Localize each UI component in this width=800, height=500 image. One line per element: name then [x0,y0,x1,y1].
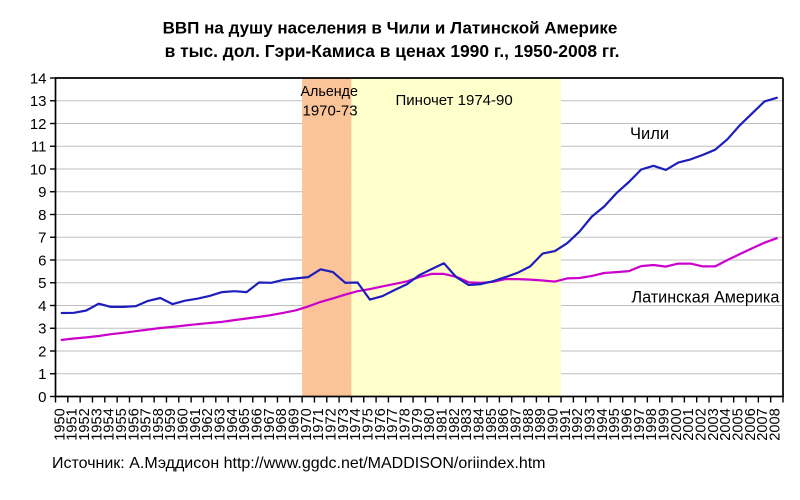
svg-text:Пиночет 1974-90: Пиночет 1974-90 [396,92,513,109]
svg-text:6: 6 [38,252,46,269]
svg-text:1998: 1998 [644,408,660,440]
svg-text:1976: 1976 [373,408,389,440]
svg-text:2005: 2005 [730,408,746,440]
svg-text:1972: 1972 [324,408,340,440]
svg-text:2004: 2004 [718,408,734,440]
svg-text:1952: 1952 [77,408,93,440]
svg-text:1963: 1963 [213,408,229,440]
svg-text:2003: 2003 [706,408,722,440]
svg-text:2006: 2006 [743,408,759,440]
svg-text:1958: 1958 [151,408,167,440]
svg-text:8: 8 [38,207,46,224]
svg-text:5: 5 [38,275,46,292]
svg-text:1971: 1971 [311,408,327,440]
svg-text:1970: 1970 [299,408,315,440]
svg-text:1978: 1978 [398,408,414,440]
svg-text:1986: 1986 [496,408,512,440]
svg-text:9: 9 [38,184,46,201]
svg-text:3: 3 [38,321,46,338]
svg-text:1954: 1954 [102,408,118,440]
svg-text:1991: 1991 [558,408,574,440]
svg-text:Латинская Америка: Латинская Америка [632,288,780,306]
svg-text:1984: 1984 [472,408,488,440]
svg-text:1996: 1996 [619,408,635,440]
svg-text:1995: 1995 [607,408,623,440]
svg-text:1980: 1980 [422,408,438,440]
svg-text:1990: 1990 [545,408,561,440]
svg-text:1999: 1999 [656,408,672,440]
svg-text:1957: 1957 [139,408,155,440]
svg-text:1997: 1997 [632,408,648,440]
svg-text:1994: 1994 [595,408,611,440]
svg-text:1968: 1968 [274,408,290,440]
svg-text:1962: 1962 [200,408,216,440]
svg-text:Источник: А.Мэддисон http://ww: Источник: А.Мэддисон http://www.ggdc.net… [52,455,546,472]
svg-text:1974: 1974 [348,408,364,440]
svg-text:1960: 1960 [176,408,192,440]
svg-text:1970-73: 1970-73 [303,102,358,119]
svg-text:1964: 1964 [225,408,241,440]
svg-text:2002: 2002 [693,408,709,440]
svg-text:1977: 1977 [385,408,401,440]
svg-text:2000: 2000 [669,408,685,440]
svg-text:10: 10 [30,161,47,178]
svg-text:1967: 1967 [262,408,278,440]
svg-text:1951: 1951 [65,408,81,440]
svg-text:1961: 1961 [188,408,204,440]
svg-text:1950: 1950 [52,408,68,440]
svg-text:1: 1 [38,366,46,383]
svg-text:13: 13 [30,93,47,110]
svg-text:Чили: Чили [630,125,669,143]
svg-text:1979: 1979 [410,408,426,440]
svg-text:1966: 1966 [250,408,266,440]
svg-text:7: 7 [38,230,46,247]
svg-text:1956: 1956 [126,408,142,440]
svg-text:1992: 1992 [570,408,586,440]
svg-text:4: 4 [38,298,46,315]
svg-text:0: 0 [38,389,46,406]
svg-text:в тыс. дол. Гэри-Камиса в цена: в тыс. дол. Гэри-Камиса в ценах 1990 г.,… [165,41,620,61]
svg-text:1989: 1989 [533,408,549,440]
svg-text:12: 12 [30,116,47,133]
svg-text:1987: 1987 [508,408,524,440]
svg-text:1983: 1983 [459,408,475,440]
svg-text:1959: 1959 [163,408,179,440]
svg-text:11: 11 [31,139,47,156]
svg-text:1985: 1985 [484,408,500,440]
svg-text:1965: 1965 [237,408,253,440]
svg-text:1981: 1981 [435,408,451,440]
svg-text:2001: 2001 [681,408,697,440]
svg-text:1969: 1969 [287,408,303,440]
svg-text:2008: 2008 [767,408,783,440]
svg-text:14: 14 [30,70,47,87]
svg-text:1973: 1973 [336,408,352,440]
svg-text:2007: 2007 [755,408,771,440]
svg-text:1993: 1993 [582,408,598,440]
svg-text:1975: 1975 [361,408,377,440]
svg-text:ВВП на душу населения в Чили и: ВВП на душу населения в Чили и Латинской… [163,19,618,38]
svg-text:1955: 1955 [114,408,130,440]
svg-text:1953: 1953 [89,408,105,440]
svg-text:Альенде: Альенде [301,84,359,100]
svg-text:1982: 1982 [447,408,463,440]
svg-text:2: 2 [38,343,46,360]
svg-text:1988: 1988 [521,408,537,440]
